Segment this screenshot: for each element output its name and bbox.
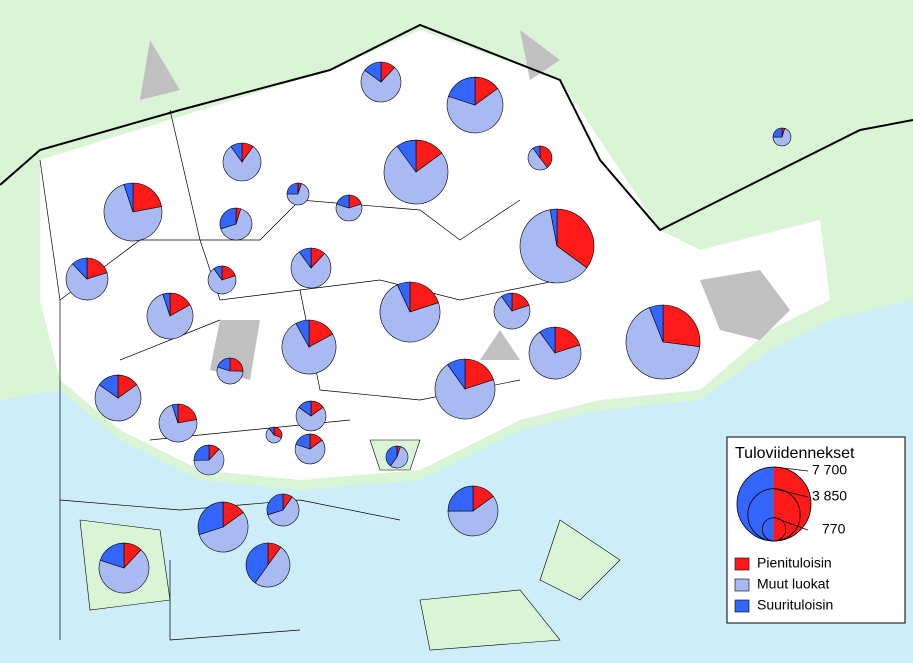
pie-slice [448,76,476,106]
pie-slice [171,403,179,424]
pie-slice [123,182,134,213]
pie-slice [266,493,284,516]
pie-slice [294,439,326,465]
pie-slice [132,182,162,213]
pie-slice [625,307,701,380]
pie-slice [409,281,439,313]
pie-slice [193,448,225,476]
pie-slice [94,384,142,422]
pie-slice [447,358,466,390]
pie-slice [219,207,237,230]
pie-slice [217,357,231,372]
legend-leader [773,517,809,531]
borders [0,23,913,641]
pie-slice [286,182,299,195]
legend-label: Pienituloisin [757,555,832,571]
pie-layer [65,61,792,594]
pie-slice [99,542,125,569]
legend-label: Muut luokat [757,576,829,592]
pie-slice [230,142,243,163]
pie-slice [549,208,558,247]
legend-swatch [734,578,750,592]
legend-size-label: 770 [822,521,846,537]
pie-slice [193,444,210,461]
pie-slice [265,428,282,444]
pie-slice [360,66,402,103]
legend-leader [773,488,809,498]
pie-slice [396,281,411,313]
pie-slice [389,446,409,469]
pie-slice [216,366,244,385]
pie-slice [662,304,701,348]
legend-leader [773,466,809,472]
pie-slice [379,284,441,343]
pie-slice [539,326,556,354]
pie-slice [295,433,311,450]
legend-swatch [734,557,750,571]
pie-slice [447,485,474,512]
pie-slice [298,247,312,269]
legend-size-label: 3 850 [812,488,847,504]
pie-slice [383,145,449,205]
pie-slice [649,304,664,343]
pie-slice [98,374,119,399]
pie-slice [772,127,783,138]
pie-slice [65,263,109,301]
pie-slice [447,496,499,537]
pie-slice [295,406,327,432]
legend-swatch [734,599,750,613]
pie-slice [298,400,312,417]
pie-slice [146,293,194,340]
pie-slice [98,549,150,594]
pie-slice [295,319,310,349]
pie-slice [556,208,595,269]
legend-size-label: 7 700 [812,462,847,478]
legend-size-half [774,517,786,541]
pie-slice [268,426,275,436]
pie-slice [281,322,337,375]
pie-slice [493,295,531,330]
legend-size-half [762,517,774,541]
pie-slice [198,512,249,553]
legend: Tuloviidennekset 7 700 3 850 770 Pienituloi… [726,436,906,624]
pie-slice [464,358,494,390]
pie-slice [245,542,269,584]
pie-slice [446,88,504,134]
pie-slice [162,292,171,317]
pie-slice [434,364,496,420]
pie-slice [197,501,224,535]
pie-slice [532,145,541,159]
pie-slice [385,445,398,467]
pie-slice [267,496,300,527]
pie-slice [213,265,223,281]
pie-slice [396,139,417,173]
pie-slice [527,147,548,171]
legend-label: Suurituloisin [757,597,833,613]
pie-slice [207,268,237,295]
pie-slice [519,209,588,284]
pie-slice [335,203,363,222]
pie-slice [539,145,553,168]
pie-slice [364,61,382,83]
pie-slice [103,184,163,242]
legend-title: Tuloviidennekset [735,445,855,462]
pie-slice [528,331,582,380]
pie-slice [72,257,88,280]
pie-slice [290,251,332,289]
pie-slice [254,546,291,588]
pie-slice [220,208,253,241]
pie-slice [158,404,198,443]
pie-slice [501,292,513,312]
pie-slice [222,146,262,182]
pie-slice [336,194,350,209]
